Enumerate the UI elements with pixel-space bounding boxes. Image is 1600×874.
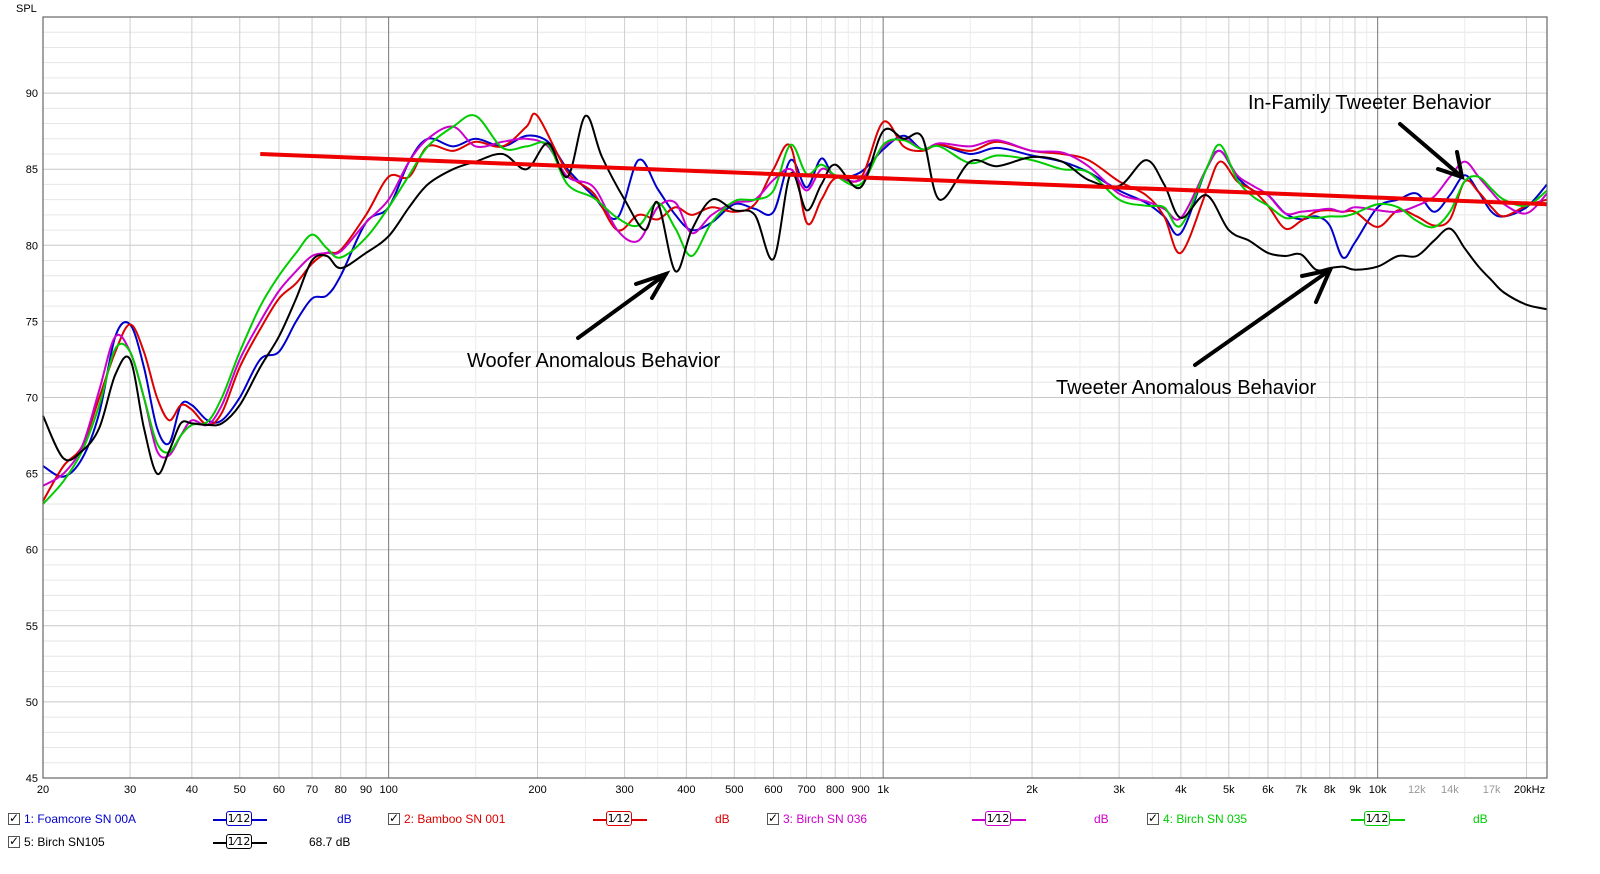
legend-label: 5: Birch SN105 <box>24 835 105 849</box>
checkbox-icon[interactable] <box>8 834 20 848</box>
y-tick-label: 65 <box>26 469 38 481</box>
trend-line <box>260 151 1548 207</box>
y-tick-label: 80 <box>26 240 38 252</box>
x-tick-label: 900 <box>851 784 869 796</box>
y-tick-label: 85 <box>26 164 38 176</box>
x-tick-label: 10k <box>1369 784 1387 796</box>
x-tick-label: 12k <box>1408 784 1426 796</box>
series-line-1 <box>42 134 1548 478</box>
legend-item-2[interactable]: 2: Bamboo SN 001 <box>388 808 505 830</box>
x-tick-label: 4k <box>1175 784 1187 796</box>
y-tick-label: 50 <box>26 697 38 709</box>
x-tick-label: 5k <box>1223 784 1235 796</box>
x-tick-label: 8k <box>1324 784 1336 796</box>
series-line-2 <box>42 112 1548 502</box>
frequency-response-chart: 45 50 55 60 65 70 75 80 85 90 20 30 40 50 60 70 80 90 100… <box>0 0 1600 800</box>
legend-unit: dB <box>1094 812 1109 826</box>
annotations: Woofer Anomalous Behavior Tweeter Anomal… <box>467 92 1491 399</box>
legend-item-3[interactable]: 3: Birch SN 036 <box>767 808 867 830</box>
legend-label: 2: Bamboo SN 001 <box>404 812 506 826</box>
series-line-4 <box>42 114 1548 505</box>
x-tick-label: 50 <box>234 784 246 796</box>
legend-item-4[interactable]: 4: Birch SN 035 <box>1147 808 1247 830</box>
smoothing-label: 1⁄12 <box>1364 811 1390 826</box>
plot-background <box>0 0 1600 800</box>
legend-unit: dB <box>715 812 730 826</box>
legend-item-5[interactable]: 5: Birch SN105 <box>8 831 105 853</box>
legend-item-1[interactable]: 1: Foamcore SN 00A <box>8 808 136 830</box>
legend-row-2: 5: Birch SN105 1⁄12 68.7 dB <box>0 831 1600 853</box>
x-tick-label: 1k <box>877 784 889 796</box>
smoothing-control-4[interactable]: 1⁄12 <box>1351 811 1405 827</box>
annotation-tweeter: Tweeter Anomalous Behavior <box>1056 377 1316 399</box>
x-tick-label: 7k <box>1295 784 1307 796</box>
x-tick-label: 20kHz <box>1514 784 1545 796</box>
legend-label: 3: Birch SN 036 <box>783 812 868 826</box>
y-tick-label: 90 <box>26 88 38 100</box>
smoothing-control-2[interactable]: 1⁄12 <box>593 811 647 827</box>
annotation-in-family: In-Family Tweeter Behavior <box>1248 92 1491 114</box>
checkbox-icon[interactable] <box>8 811 20 825</box>
x-tick-label: 60 <box>273 784 285 796</box>
x-tick-label: 500 <box>725 784 743 796</box>
legend-label: 1: Foamcore SN 00A <box>24 812 137 826</box>
x-tick-label: 100 <box>379 784 397 796</box>
x-tick-label: 3k <box>1113 784 1125 796</box>
x-tick-label: 600 <box>764 784 782 796</box>
y-tick-label: 45 <box>26 773 38 785</box>
smoothing-label: 1⁄12 <box>985 811 1011 826</box>
y-tick-label: 60 <box>26 545 38 557</box>
smoothing-label: 1⁄12 <box>606 811 632 826</box>
x-tick-label: 2k <box>1026 784 1038 796</box>
y-tick-label: 55 <box>26 621 38 633</box>
legend-unit: dB <box>337 812 352 826</box>
legend-row-1: 1: Foamcore SN 00A 1⁄12 dB 2: Bamboo SN … <box>0 808 1600 830</box>
x-tick-label: 40 <box>186 784 198 796</box>
smoothing-control-3[interactable]: 1⁄12 <box>972 811 1026 827</box>
x-tick-label: 70 <box>306 784 318 796</box>
smoothing-label: 1⁄12 <box>226 811 252 826</box>
x-tick-label: 700 <box>797 784 815 796</box>
annotation-woofer: Woofer Anomalous Behavior <box>467 350 720 372</box>
x-tick-label: 14k <box>1441 784 1459 796</box>
x-tick-label: 20 <box>37 784 49 796</box>
y-axis-label: SPL <box>16 3 37 15</box>
x-tick-label: 90 <box>360 784 372 796</box>
grid <box>42 16 1547 779</box>
x-tick-label: 200 <box>528 784 546 796</box>
x-tick-label: 800 <box>826 784 844 796</box>
y-tick-label: 70 <box>26 393 38 405</box>
y-tick-labels: 45 50 55 60 65 70 75 80 85 90 <box>26 88 38 785</box>
x-tick-label: 80 <box>335 784 347 796</box>
x-tick-label: 400 <box>677 784 695 796</box>
legend-label: 4: Birch SN 035 <box>1163 812 1248 826</box>
checkbox-icon[interactable] <box>1147 811 1159 825</box>
plot-frame <box>42 16 1548 779</box>
legend-unit: 68.7 dB <box>309 835 351 849</box>
checkbox-icon[interactable] <box>767 811 779 825</box>
smoothing-control-1[interactable]: 1⁄12 <box>213 811 267 827</box>
checkbox-icon[interactable] <box>388 811 400 825</box>
y-tick-label: 75 <box>26 316 38 328</box>
x-tick-label: 17k <box>1483 784 1501 796</box>
x-tick-label: 6k <box>1262 784 1274 796</box>
arrow-in-family <box>1398 122 1465 180</box>
x-tick-label: 300 <box>615 784 633 796</box>
x-tick-label: 30 <box>124 784 136 796</box>
legend-unit: dB <box>1473 812 1488 826</box>
smoothing-label: 1⁄12 <box>226 834 252 849</box>
smoothing-control-5[interactable]: 1⁄12 <box>213 834 267 850</box>
x-tick-label: 9k <box>1349 784 1361 796</box>
x-tick-labels: 20 30 40 50 60 70 80 90 100 200 300 400 500 600 700 800… <box>37 784 1545 796</box>
arrow-woofer <box>576 270 671 340</box>
arrow-tweeter <box>1193 267 1334 367</box>
series-line-3 <box>42 125 1548 487</box>
